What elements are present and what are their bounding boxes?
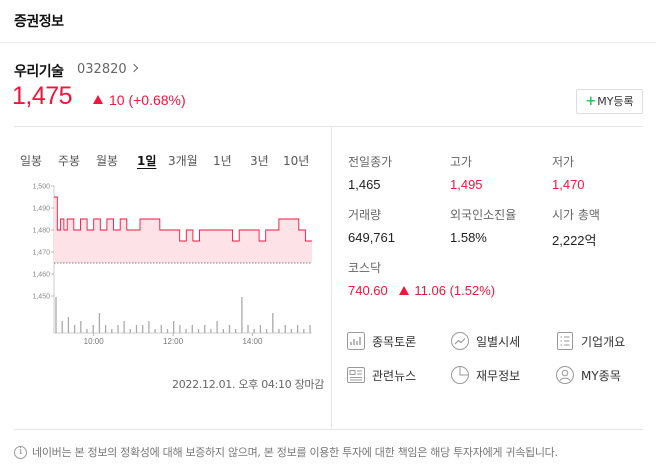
price-line xyxy=(54,196,312,242)
link-daily-price-label: 일별시세 xyxy=(476,334,521,349)
tab-3month[interactable]: 3개월 xyxy=(168,154,198,168)
link-related-news[interactable]: 관련뉴스 xyxy=(346,365,416,385)
discussion-icon xyxy=(347,332,365,350)
stat-high-label: 고가 xyxy=(450,155,473,169)
stat-prev-close-value: 1,465 xyxy=(348,177,381,192)
link-financials-label: 재무정보 xyxy=(476,368,521,383)
stat-low-value: 1,470 xyxy=(552,177,585,192)
x-tick-label: 12:00 xyxy=(163,337,184,346)
stat-index: 코스닥 740.60 11.06 (1.52%) xyxy=(348,259,495,298)
y-tick-label: 1,480 xyxy=(32,228,50,235)
tab-1year[interactable]: 1년 xyxy=(213,154,232,168)
pie-icon xyxy=(451,366,469,384)
market-timestamp: 2022.12.01. 오후 04:10 장마감 xyxy=(172,378,325,391)
x-tick-label: 10:00 xyxy=(84,337,105,346)
stat-index-change-value: 11.06 (1.52%) xyxy=(414,283,496,298)
stat-high-value: 1,495 xyxy=(450,177,483,192)
stat-low: 저가 1,470 xyxy=(552,153,585,192)
stock-code-link[interactable]: 032820 xyxy=(77,62,138,77)
link-my-stocks[interactable]: MY종목 xyxy=(555,365,621,385)
link-discussion[interactable]: 종목토론 xyxy=(346,331,416,351)
stat-market-cap-value: 2,222억 xyxy=(552,233,597,248)
tab-1day[interactable]: 1일 xyxy=(137,154,157,168)
link-my-stocks-label: MY종목 xyxy=(581,368,621,383)
tab-3year[interactable]: 3년 xyxy=(250,154,269,168)
link-company-overview[interactable]: 기업개요 xyxy=(555,331,625,351)
y-tick-label: 1,460 xyxy=(32,272,50,279)
up-triangle-icon xyxy=(93,95,103,104)
stat-foreign-label: 외국인소진율 xyxy=(450,208,517,222)
tab-10year[interactable]: 10년 xyxy=(283,154,310,168)
stat-prev-close: 전일종가 1,465 xyxy=(348,153,392,192)
tab-monthly[interactable]: 월봉 xyxy=(96,154,119,168)
tab-weekly[interactable]: 주봉 xyxy=(58,154,81,168)
stat-volume-value: 649,761 xyxy=(348,230,395,245)
stat-index-value: 740.60 xyxy=(348,283,388,298)
y-tick-label: 1,470 xyxy=(32,250,50,257)
chevron-right-icon xyxy=(129,63,138,73)
y-tick-label: 1,500 xyxy=(32,184,50,191)
header: 증권정보 xyxy=(0,0,656,43)
user-icon xyxy=(556,366,574,384)
disclaimer: i 네이버는 본 정보의 정확성에 대해 보증하지 않으며, 본 정보를 이용한… xyxy=(14,444,558,460)
my-register-button[interactable]: +MY등록 xyxy=(576,89,643,114)
price-change-value: 10 (+0.68%) xyxy=(109,92,186,108)
disclaimer-text: 네이버는 본 정보의 정확성에 대해 보증하지 않으며, 본 정보를 이용한 투… xyxy=(32,446,558,459)
plus-icon: + xyxy=(585,94,597,109)
stat-volume: 거래량 649,761 xyxy=(348,206,395,245)
stock-code[interactable]: 032820 xyxy=(77,62,127,77)
panel-divider xyxy=(331,126,332,430)
stat-index-row: 740.60 11.06 (1.52%) xyxy=(348,283,495,298)
link-financials[interactable]: 재무정보 xyxy=(450,365,520,385)
price-area xyxy=(54,197,312,263)
stat-volume-label: 거래량 xyxy=(348,208,382,222)
y-tick-label: 1,490 xyxy=(32,206,50,213)
y-tick-label: 1,450 xyxy=(32,294,50,301)
list-icon xyxy=(557,332,573,350)
trend-icon xyxy=(451,332,469,350)
stat-market-cap-label: 시가 총액 xyxy=(552,208,600,222)
info-icon: i xyxy=(14,445,27,459)
stat-high: 고가 1,495 xyxy=(450,153,483,192)
link-company-overview-label: 기업개요 xyxy=(581,334,626,349)
current-price: 1,475 xyxy=(12,82,73,110)
link-discussion-label: 종목토론 xyxy=(372,334,417,349)
price-change: 10 (+0.68%) xyxy=(93,92,186,108)
link-daily-price[interactable]: 일별시세 xyxy=(450,331,520,351)
up-triangle-icon xyxy=(399,286,410,295)
stock-panel xyxy=(14,126,643,430)
stat-index-change: 11.06 (1.52%) xyxy=(399,283,495,298)
stat-market-cap: 시가 총액 2,222억 xyxy=(552,206,600,249)
stock-name[interactable]: 우리기술 xyxy=(14,64,64,80)
news-icon xyxy=(347,367,365,383)
intraday-chart[interactable]: 1,500 1,490 1,480 1,470 1,460 1,450 10:00 12:00… xyxy=(0,175,330,350)
stat-low-label: 저가 xyxy=(552,155,575,169)
x-tick-label: 14:00 xyxy=(242,337,263,346)
my-register-label: MY등록 xyxy=(597,95,634,108)
stat-foreign-value: 1.58% xyxy=(450,230,487,245)
link-related-news-label: 관련뉴스 xyxy=(372,368,417,383)
tab-daily[interactable]: 일봉 xyxy=(20,154,43,168)
stat-prev-close-label: 전일종가 xyxy=(348,155,393,169)
page-title: 증권정보 xyxy=(14,14,64,30)
stat-index-label: 코스닥 xyxy=(348,261,382,275)
stat-foreign: 외국인소진율 1.58% xyxy=(450,206,516,245)
